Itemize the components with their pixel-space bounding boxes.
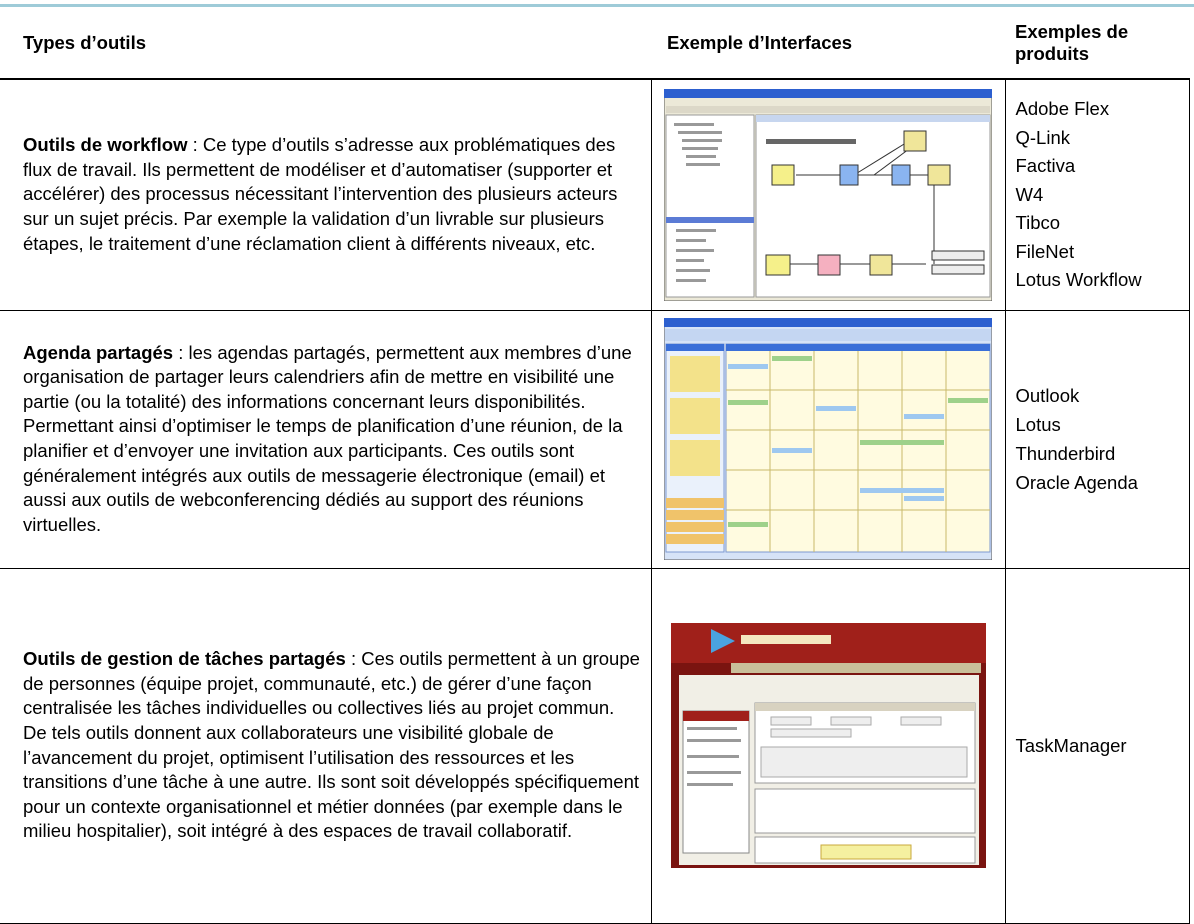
row-title: Agenda partagés — [23, 341, 174, 363]
image-cell — [650, 567, 1006, 924]
header: Exemple d’Interfaces — [651, 8, 1005, 80]
description-cell: Outils de gestion de tâches partagés : C… — [0, 567, 652, 924]
product: Thunderbird — [1015, 443, 1116, 464]
product: Factiva — [1015, 155, 1076, 176]
image-cell — [650, 309, 1006, 569]
row-description: : Ce type d’outils s’adresse aux problém… — [23, 134, 618, 254]
product: W4 — [1015, 183, 1044, 205]
image-cell — [650, 78, 1006, 311]
workflow-screenshot — [664, 88, 992, 301]
header-row: Types d’outils Exemple d’Interfaces Exem… — [0, 8, 1189, 80]
calendar-screenshot — [664, 318, 992, 560]
product: Outlook — [1015, 385, 1080, 406]
product: Q-Link — [1015, 126, 1071, 148]
product: TaskManager — [1015, 734, 1127, 756]
top-rule — [0, 4, 1194, 7]
products-cell: Outlook Lotus Thunderbird Oracle Agenda — [1004, 309, 1190, 569]
row: Outils de workflow : Ce type d’outils s’… — [0, 78, 1190, 311]
tools-table: Types d’outils Exemple d’Interfaces Exem… — [0, 8, 1190, 924]
products-cell: Adobe Flex Q-Link Factiva W4 Tibco FileN… — [1004, 78, 1190, 311]
description-cell: Outils de workflow : Ce type d’outils s’… — [0, 78, 652, 311]
product: Lotus Workflow — [1015, 269, 1142, 290]
taskmanager-screenshot — [670, 623, 986, 868]
product: Adobe Flex — [1015, 98, 1110, 119]
row: Agenda partagés : les agendas partagés, … — [0, 309, 1190, 569]
row-description: : Ces outils permettent à un groupe de p… — [23, 648, 640, 842]
row: Outils de gestion de tâches partagés : C… — [0, 567, 1190, 924]
description-cell: Agenda partagés : les agendas partagés, … — [0, 309, 652, 569]
product: FileNet — [1015, 240, 1075, 262]
product: Lotus — [1015, 414, 1061, 435]
product: Tibco — [1015, 212, 1061, 233]
header: Types d’outils — [0, 8, 651, 80]
header: Exemples de produits — [1005, 8, 1189, 80]
row-title: Outils de workflow — [23, 134, 188, 156]
products-cell: TaskManager — [1004, 567, 1190, 924]
row-title: Outils de gestion de tâches partagés — [23, 648, 346, 670]
product: Oracle Agenda — [1015, 472, 1138, 493]
row-description: : les agendas partagés, permettent aux m… — [23, 341, 632, 535]
